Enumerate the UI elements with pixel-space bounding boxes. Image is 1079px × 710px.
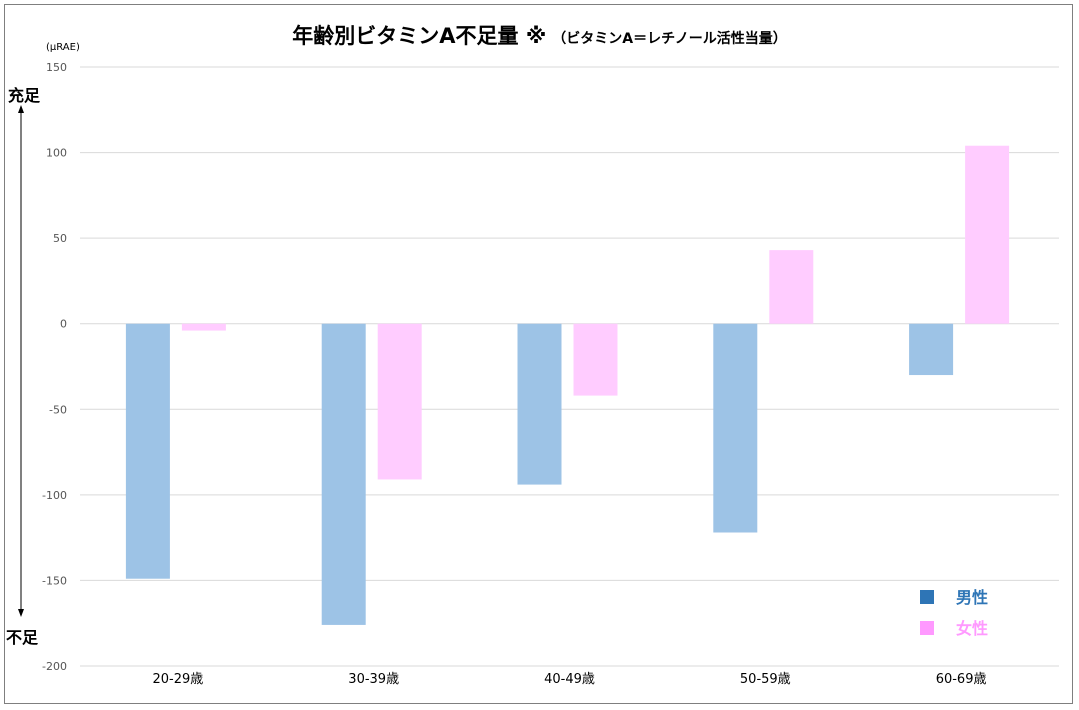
y-tick-label: 0 [60, 318, 67, 331]
legend-label-female: 女性 [956, 619, 989, 638]
legend-item-female: 女性 [920, 615, 988, 639]
chart-title-main: 年齢別ビタミンA不足量 ※ [292, 24, 547, 48]
bar-female [573, 323, 618, 396]
side-arrow-down-icon [18, 609, 24, 617]
y-axis-unit: (μRAE) [46, 42, 80, 53]
bar-male [321, 323, 366, 625]
legend-label-male: 男性 [956, 588, 989, 607]
y-tick-label: 100 [46, 147, 67, 160]
bar-male [713, 323, 758, 533]
y-tick-label: -50 [49, 403, 67, 416]
x-tick-label: 30-39歳 [348, 672, 399, 687]
y-tick-label: -100 [42, 489, 67, 502]
bar-male [125, 323, 170, 579]
y-tick-label: -200 [42, 660, 67, 673]
bar-female [965, 145, 1010, 324]
y-tick-label: 50 [53, 232, 67, 245]
bar-male [517, 323, 562, 485]
legend-swatch-female [920, 621, 934, 635]
label-deficient: 不足 [6, 628, 39, 647]
y-tick-label: 150 [46, 61, 67, 74]
chart-title: 年齢別ビタミンA不足量 ※ （ビタミンA＝レチノール活性当量） [0, 20, 1079, 50]
bar-female [377, 323, 422, 480]
legend-swatch-male [920, 590, 934, 604]
label-sufficient: 充足 [8, 86, 41, 105]
bar-female [181, 323, 226, 331]
x-tick-label: 20-29歳 [153, 672, 204, 687]
side-arrow-up-icon [18, 105, 24, 113]
bar-female [769, 250, 814, 324]
y-tick-label: -150 [42, 574, 67, 587]
x-tick-label: 60-69歳 [936, 672, 987, 687]
chart-frame [4, 4, 1073, 704]
legend-item-male: 男性 [920, 584, 988, 608]
x-tick-label: 40-49歳 [544, 672, 595, 687]
chart-subtitle: （ビタミンA＝レチノール活性当量） [552, 31, 787, 47]
bar-male [909, 323, 954, 376]
x-tick-label: 50-59歳 [740, 672, 791, 687]
